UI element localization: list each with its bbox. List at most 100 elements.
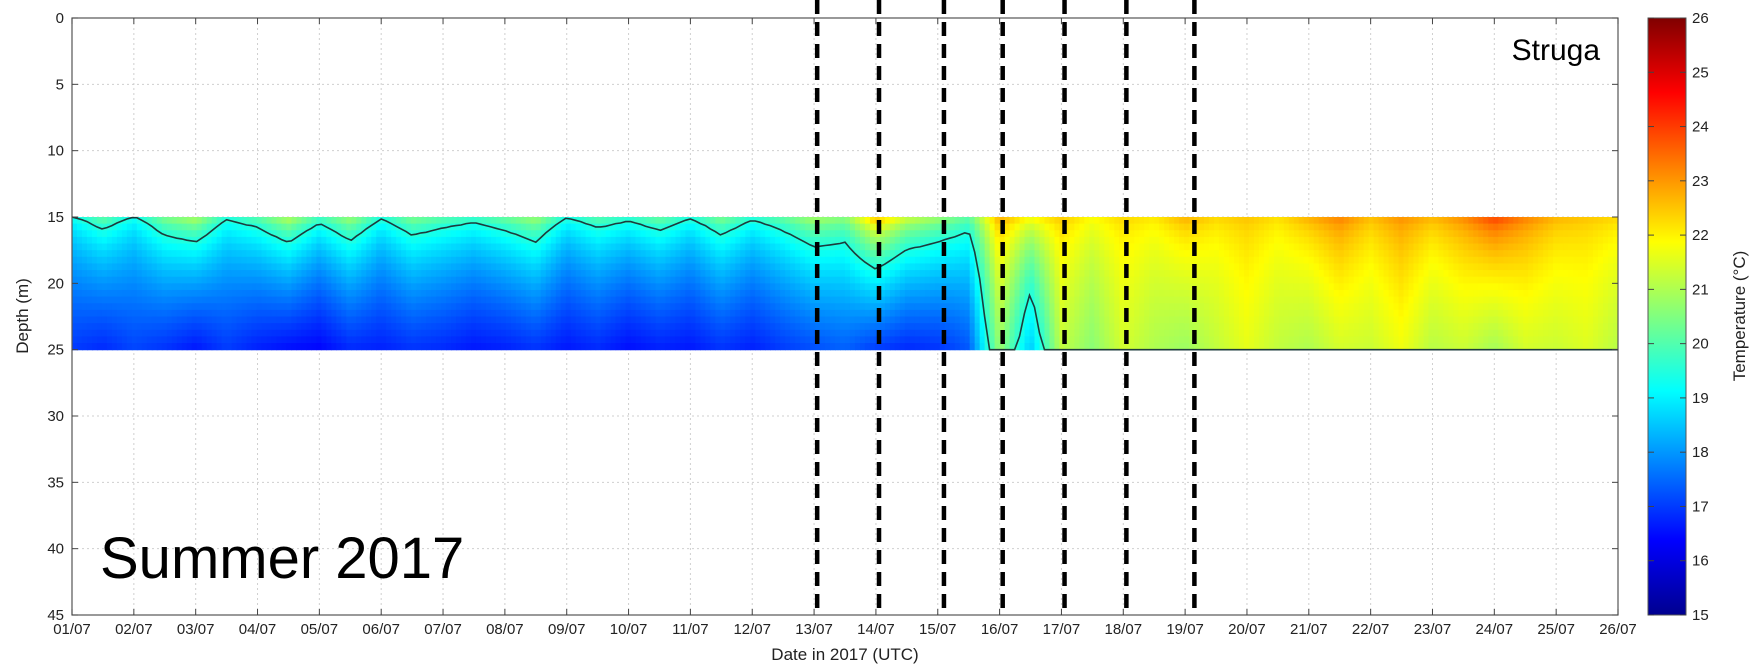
heatmap-cell [411,316,417,324]
heatmap-cell [281,343,288,351]
heatmap-cell [426,243,432,251]
heatmap-cell [815,256,821,265]
heatmap-cell [650,276,657,284]
heatmap-cell [111,289,118,298]
heatmap-cell [366,316,372,324]
heatmap-cell [535,289,542,298]
heatmap-cell [1109,236,1115,245]
heatmap-cell [680,323,687,331]
heatmap-cell [251,336,258,344]
heatmap-cell [964,263,971,271]
heatmap-cell [575,243,582,251]
heatmap-cell [1243,296,1250,304]
heatmap-cell [1004,223,1011,231]
heatmap-cell [645,343,652,351]
heatmap-cell [695,316,701,324]
heatmap-cell [620,243,627,251]
heatmap-cell [371,316,377,324]
heatmap-cell [251,296,258,304]
heatmap-cell [311,230,317,238]
heatmap-cell [1084,323,1090,331]
heatmap-cell [894,223,901,231]
heatmap-cell [111,236,118,245]
heatmap-cell [72,236,78,245]
heatmap-cell [705,236,711,245]
heatmap-cell [770,289,776,298]
heatmap-cell [1024,336,1031,344]
heatmap-cell [1074,243,1080,251]
heatmap-cell [745,217,751,225]
heatmap-cell [1014,250,1021,258]
heatmap-cell [505,243,512,251]
heatmap-cell [1149,236,1155,245]
heatmap-cell [665,296,672,304]
heatmap-cell [495,263,502,271]
heatmap-cell [141,283,148,291]
heatmap-cell [1199,296,1205,304]
heatmap-cell [231,323,238,331]
heatmap-cell [246,316,253,324]
heatmap-cell [924,343,931,351]
heatmap-cell [949,276,956,284]
heatmap-cell [431,329,437,337]
heatmap-cell [600,236,607,245]
heatmap-cell [176,276,183,284]
heatmap-cell [1064,243,1071,251]
heatmap-cell [1124,256,1130,265]
heatmap-cell [1014,230,1021,238]
heatmap-cell [540,309,547,318]
heatmap-cell [116,217,123,225]
heatmap-cell [1069,270,1076,278]
heatmap-cell [635,296,642,304]
heatmap-cell [685,256,691,265]
heatmap-cell [421,276,427,284]
heatmap-cell [790,236,796,245]
heatmap-cell [221,243,228,251]
heatmap-cell [949,289,956,298]
heatmap-cell [825,316,831,324]
heatmap-cell [550,323,557,331]
heatmap-cell [336,296,342,304]
heatmap-cell [555,256,562,265]
heatmap-cell [266,270,273,278]
heatmap-cell [146,309,153,318]
heatmap-cell [780,316,786,324]
heatmap-cell [72,329,78,337]
heatmap-cell [909,336,916,344]
heatmap-cell [1293,316,1300,324]
heatmap-cell [136,276,143,284]
heatmap-cell [1069,223,1076,231]
heatmap-cell [1164,276,1170,284]
heatmap-cell [201,316,208,324]
heatmap-cell [1154,296,1160,304]
heatmap-cell [1004,303,1011,311]
heatmap-cell [465,243,472,251]
heatmap-cell [146,296,153,304]
heatmap-cell [979,289,986,298]
heatmap-cell [830,250,836,258]
heatmap-cell [356,329,362,337]
heatmap-cell [131,223,138,231]
heatmap-cell [1124,296,1130,304]
heatmap-cell [660,283,667,291]
heatmap-cell [810,289,816,298]
heatmap-cell [81,256,88,265]
heatmap-cell [236,343,243,351]
heatmap-cell [1074,323,1080,331]
heatmap-cell [585,323,592,331]
heatmap-cell [535,217,542,225]
heatmap-cell [770,296,776,304]
heatmap-cell [101,256,108,265]
heatmap-cell [1089,263,1095,271]
heatmap-cell [1119,323,1125,331]
heatmap-cell [216,336,223,344]
heatmap-cell [1054,336,1061,344]
heatmap-cell [1273,336,1280,344]
heatmap-cell [825,270,831,278]
heatmap-cell [765,336,771,344]
heatmap-cell [475,323,482,331]
heatmap-cell [690,250,696,258]
heatmap-cell [625,329,632,337]
heatmap-cell [441,256,447,265]
heatmap-cell [994,217,1001,225]
